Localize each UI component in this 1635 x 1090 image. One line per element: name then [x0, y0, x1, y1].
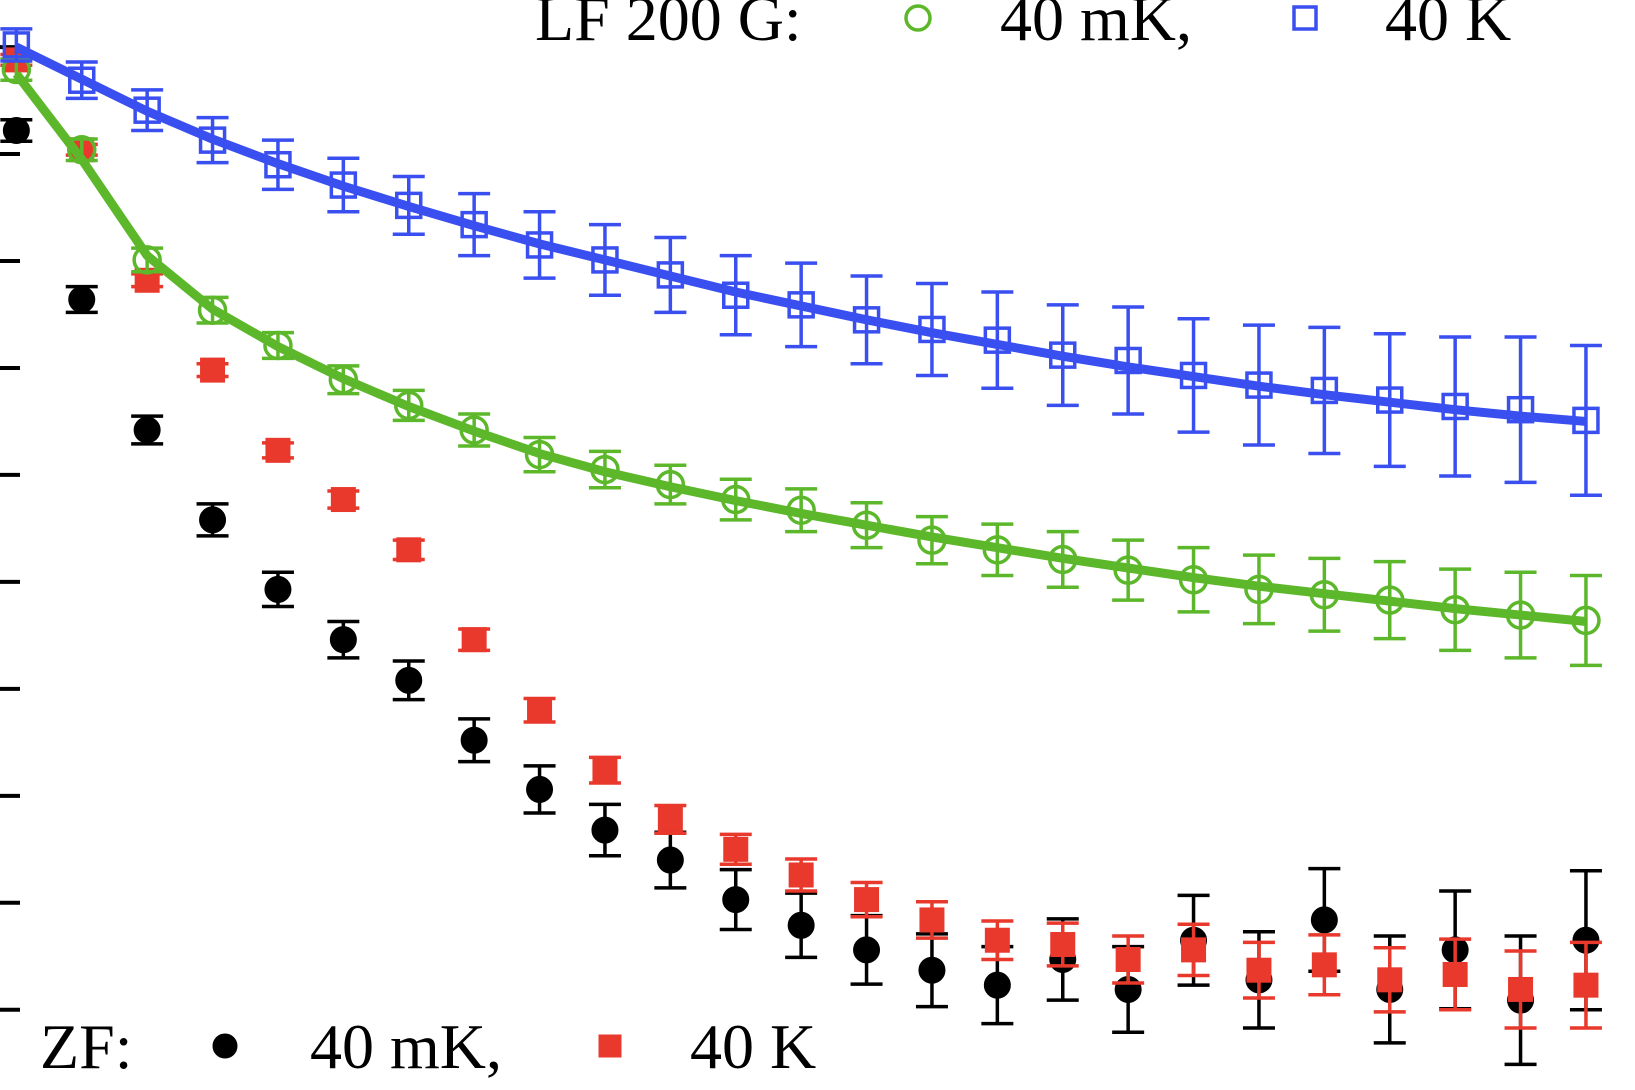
- marker: [1310, 906, 1338, 934]
- marker: [330, 487, 356, 513]
- marker: [919, 907, 945, 933]
- marker: [200, 357, 226, 383]
- marker: [2, 31, 31, 59]
- marker: [657, 806, 683, 832]
- error-bar: [1112, 305, 1145, 416]
- legend-group-label: ZF:: [40, 1011, 132, 1082]
- marker: [1115, 946, 1141, 972]
- marker: [263, 330, 293, 361]
- marker: [396, 537, 422, 563]
- marker: [265, 437, 291, 463]
- marker: [1377, 967, 1403, 993]
- series: [0, 54, 1602, 668]
- legend-label: 40 K: [1385, 0, 1511, 54]
- fit-line: [14, 43, 1587, 426]
- marker: [1050, 932, 1076, 958]
- marker: [787, 911, 815, 939]
- legend-label: 40 mK,: [1000, 0, 1192, 54]
- marker: [133, 416, 161, 444]
- marker: [1508, 976, 1534, 1002]
- legend-marker: [904, 4, 932, 32]
- legend-marker: [1292, 5, 1318, 31]
- marker: [723, 836, 749, 862]
- marker: [1506, 395, 1535, 424]
- marker: [199, 506, 227, 534]
- legend-marker: [598, 1034, 622, 1058]
- marker: [2, 117, 30, 145]
- marker: [592, 757, 618, 783]
- marker: [526, 775, 554, 803]
- legend-bg: [30, 1008, 850, 1088]
- legend-group-label: LF 200 G:: [535, 0, 802, 54]
- marker: [1311, 952, 1337, 978]
- marker: [984, 927, 1010, 953]
- legend-label: 40 mK,: [310, 1011, 502, 1082]
- series: [0, 117, 1602, 1067]
- legend-label: 40 K: [690, 1011, 816, 1082]
- marker: [461, 627, 487, 653]
- series: [0, 27, 1602, 498]
- marker: [1246, 957, 1272, 983]
- legend-bg: [525, 0, 1625, 60]
- series: [0, 47, 1602, 1030]
- marker: [197, 295, 228, 325]
- marker: [591, 816, 619, 844]
- marker: [264, 575, 292, 603]
- marker: [722, 886, 750, 914]
- error-bar: [1504, 335, 1537, 485]
- marker: [983, 971, 1011, 999]
- marker: [68, 286, 96, 314]
- marker: [395, 666, 423, 694]
- marker: [853, 936, 881, 964]
- marker: [1573, 972, 1599, 998]
- marker: [656, 846, 684, 874]
- marker: [132, 245, 162, 275]
- marker: [788, 862, 814, 888]
- marker: [1442, 961, 1468, 987]
- marker: [854, 887, 880, 913]
- fit-line: [12, 71, 1587, 626]
- marker: [918, 956, 946, 984]
- marker: [527, 697, 553, 723]
- marker: [1181, 937, 1207, 963]
- legend-marker: [212, 1033, 238, 1059]
- marker: [329, 626, 357, 654]
- marker: [460, 726, 488, 754]
